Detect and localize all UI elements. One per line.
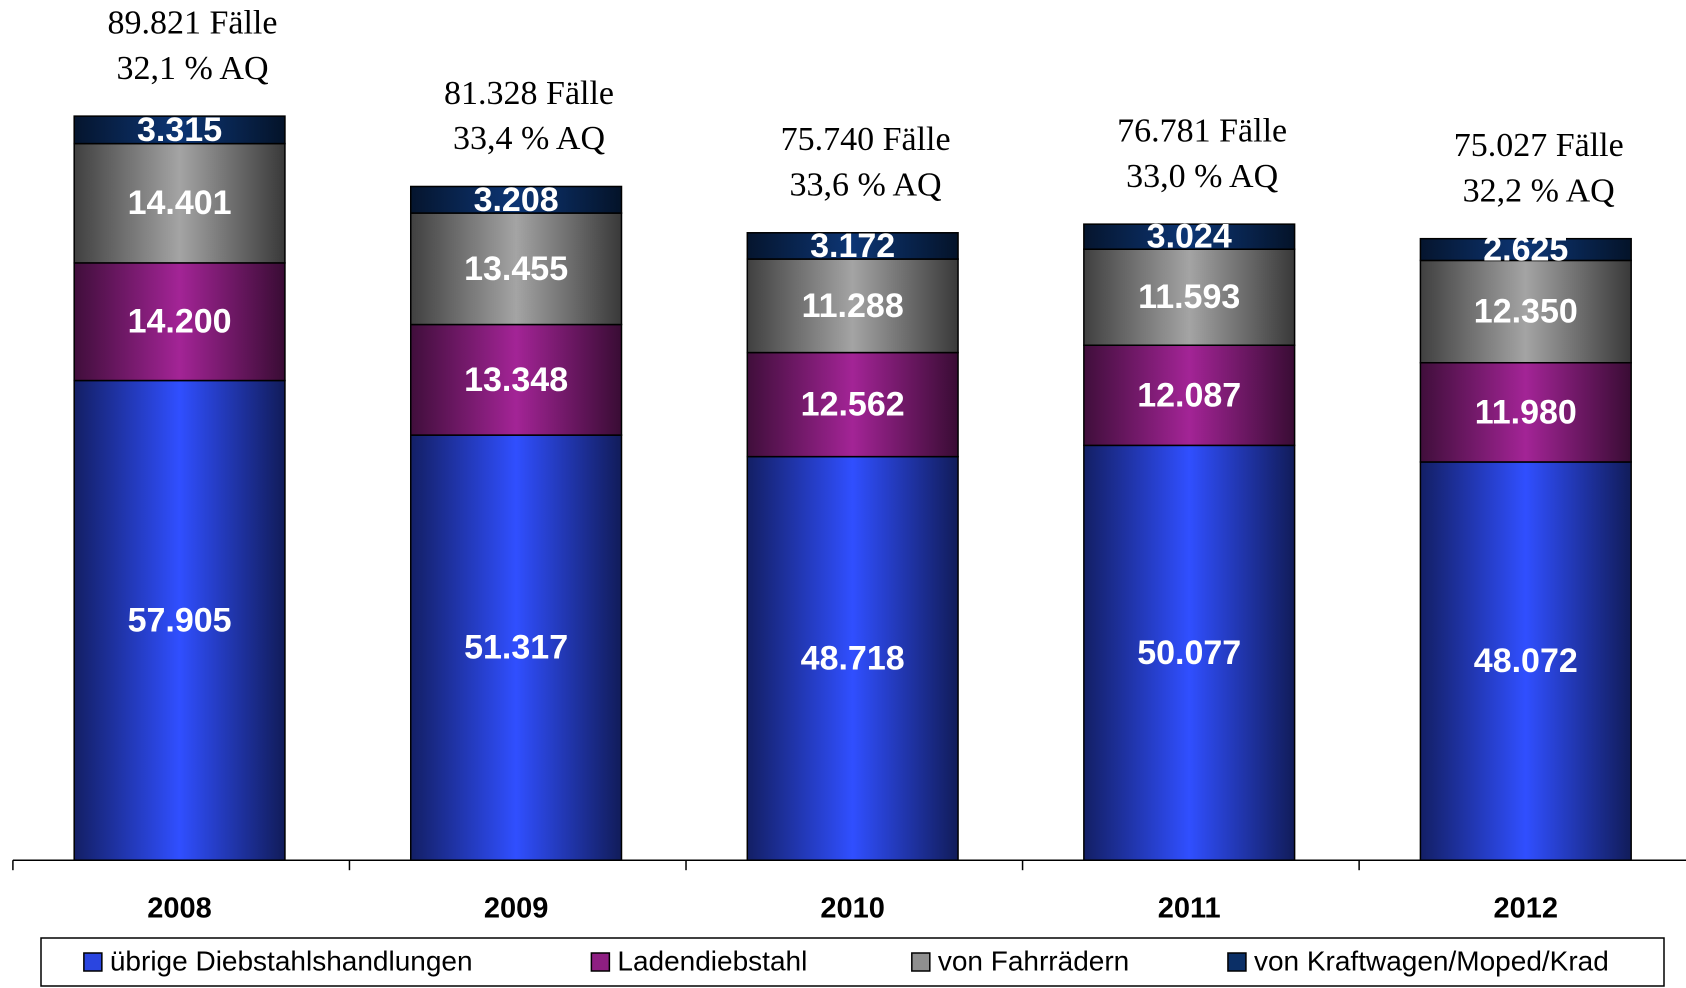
value-label: 14.401 <box>128 184 232 222</box>
bar-segment <box>746 455 959 861</box>
bar-segment <box>1419 361 1632 463</box>
annotation: 33,4 % AQ <box>453 120 605 157</box>
bar-segment <box>73 379 286 861</box>
annotation: 33,6 % AQ <box>790 166 942 203</box>
bar-segment <box>409 212 623 326</box>
bar-segment <box>73 115 286 145</box>
value-label: 3.172 <box>810 227 895 265</box>
legend-label: von Kraftwagen/Moped/Krad <box>1254 945 1609 976</box>
legend-box <box>40 937 1665 987</box>
value-label: 48.718 <box>801 639 905 677</box>
annotation: 76.781 Fälle <box>1117 113 1287 150</box>
value-label: 11.593 <box>1138 278 1240 316</box>
annotation: 75.740 Fälle <box>781 121 951 158</box>
bar-segment <box>746 351 959 458</box>
value-label: 13.455 <box>464 250 568 288</box>
bar-segment <box>409 323 623 436</box>
annotation: 32,2 % AQ <box>1463 172 1615 209</box>
legend-label: Ladendiebstahl <box>617 945 807 976</box>
annotation: 33,0 % AQ <box>1126 158 1278 195</box>
x-tick-label: 2008 <box>147 892 212 924</box>
bar-segment <box>73 262 286 382</box>
bar-segment <box>1083 223 1296 250</box>
x-tick-label: 2009 <box>484 892 549 924</box>
value-label: 12.087 <box>1137 376 1241 414</box>
legend-swatch <box>83 952 103 972</box>
value-label: 50.077 <box>1137 634 1241 672</box>
bar-segment <box>746 232 959 260</box>
legend-swatch <box>1227 952 1247 972</box>
bar-segment <box>409 434 623 861</box>
bar-segment <box>1083 248 1296 346</box>
value-label: 57.905 <box>128 601 232 639</box>
legend-swatch <box>590 952 611 972</box>
value-label: 2.625 <box>1483 231 1568 269</box>
bar-segment <box>1083 444 1296 861</box>
bar-segment <box>1083 344 1296 447</box>
value-label: 14.200 <box>128 303 232 341</box>
x-tick-label: 2012 <box>1494 892 1559 924</box>
value-label: 11.980 <box>1475 393 1577 431</box>
legend-label: übrige Diebstahlshandlungen <box>110 945 473 976</box>
value-label: 3.315 <box>137 111 222 149</box>
annotation: 89.821 Fälle <box>107 5 277 42</box>
annotation: 75.027 Fälle <box>1454 127 1624 164</box>
bar-segment <box>1419 237 1632 262</box>
value-label: 11.288 <box>802 287 904 325</box>
value-label: 3.024 <box>1147 218 1232 256</box>
x-tick-label: 2010 <box>820 892 885 924</box>
bar-segment <box>409 185 623 214</box>
legend-swatch <box>911 952 931 972</box>
value-label: 13.348 <box>464 361 568 399</box>
annotation: 81.328 Fälle <box>444 75 614 112</box>
value-label: 12.562 <box>801 386 905 424</box>
value-label: 48.072 <box>1474 642 1578 680</box>
bar-segment <box>746 258 959 354</box>
annotation: 32,1 % AQ <box>116 50 268 87</box>
bar-segment <box>1419 259 1632 364</box>
value-label: 51.317 <box>464 629 568 667</box>
legend-label: von Fahrrädern <box>938 945 1129 976</box>
x-tick-label: 2011 <box>1158 892 1221 924</box>
value-label: 3.208 <box>474 181 559 219</box>
value-label: 12.350 <box>1474 293 1578 331</box>
